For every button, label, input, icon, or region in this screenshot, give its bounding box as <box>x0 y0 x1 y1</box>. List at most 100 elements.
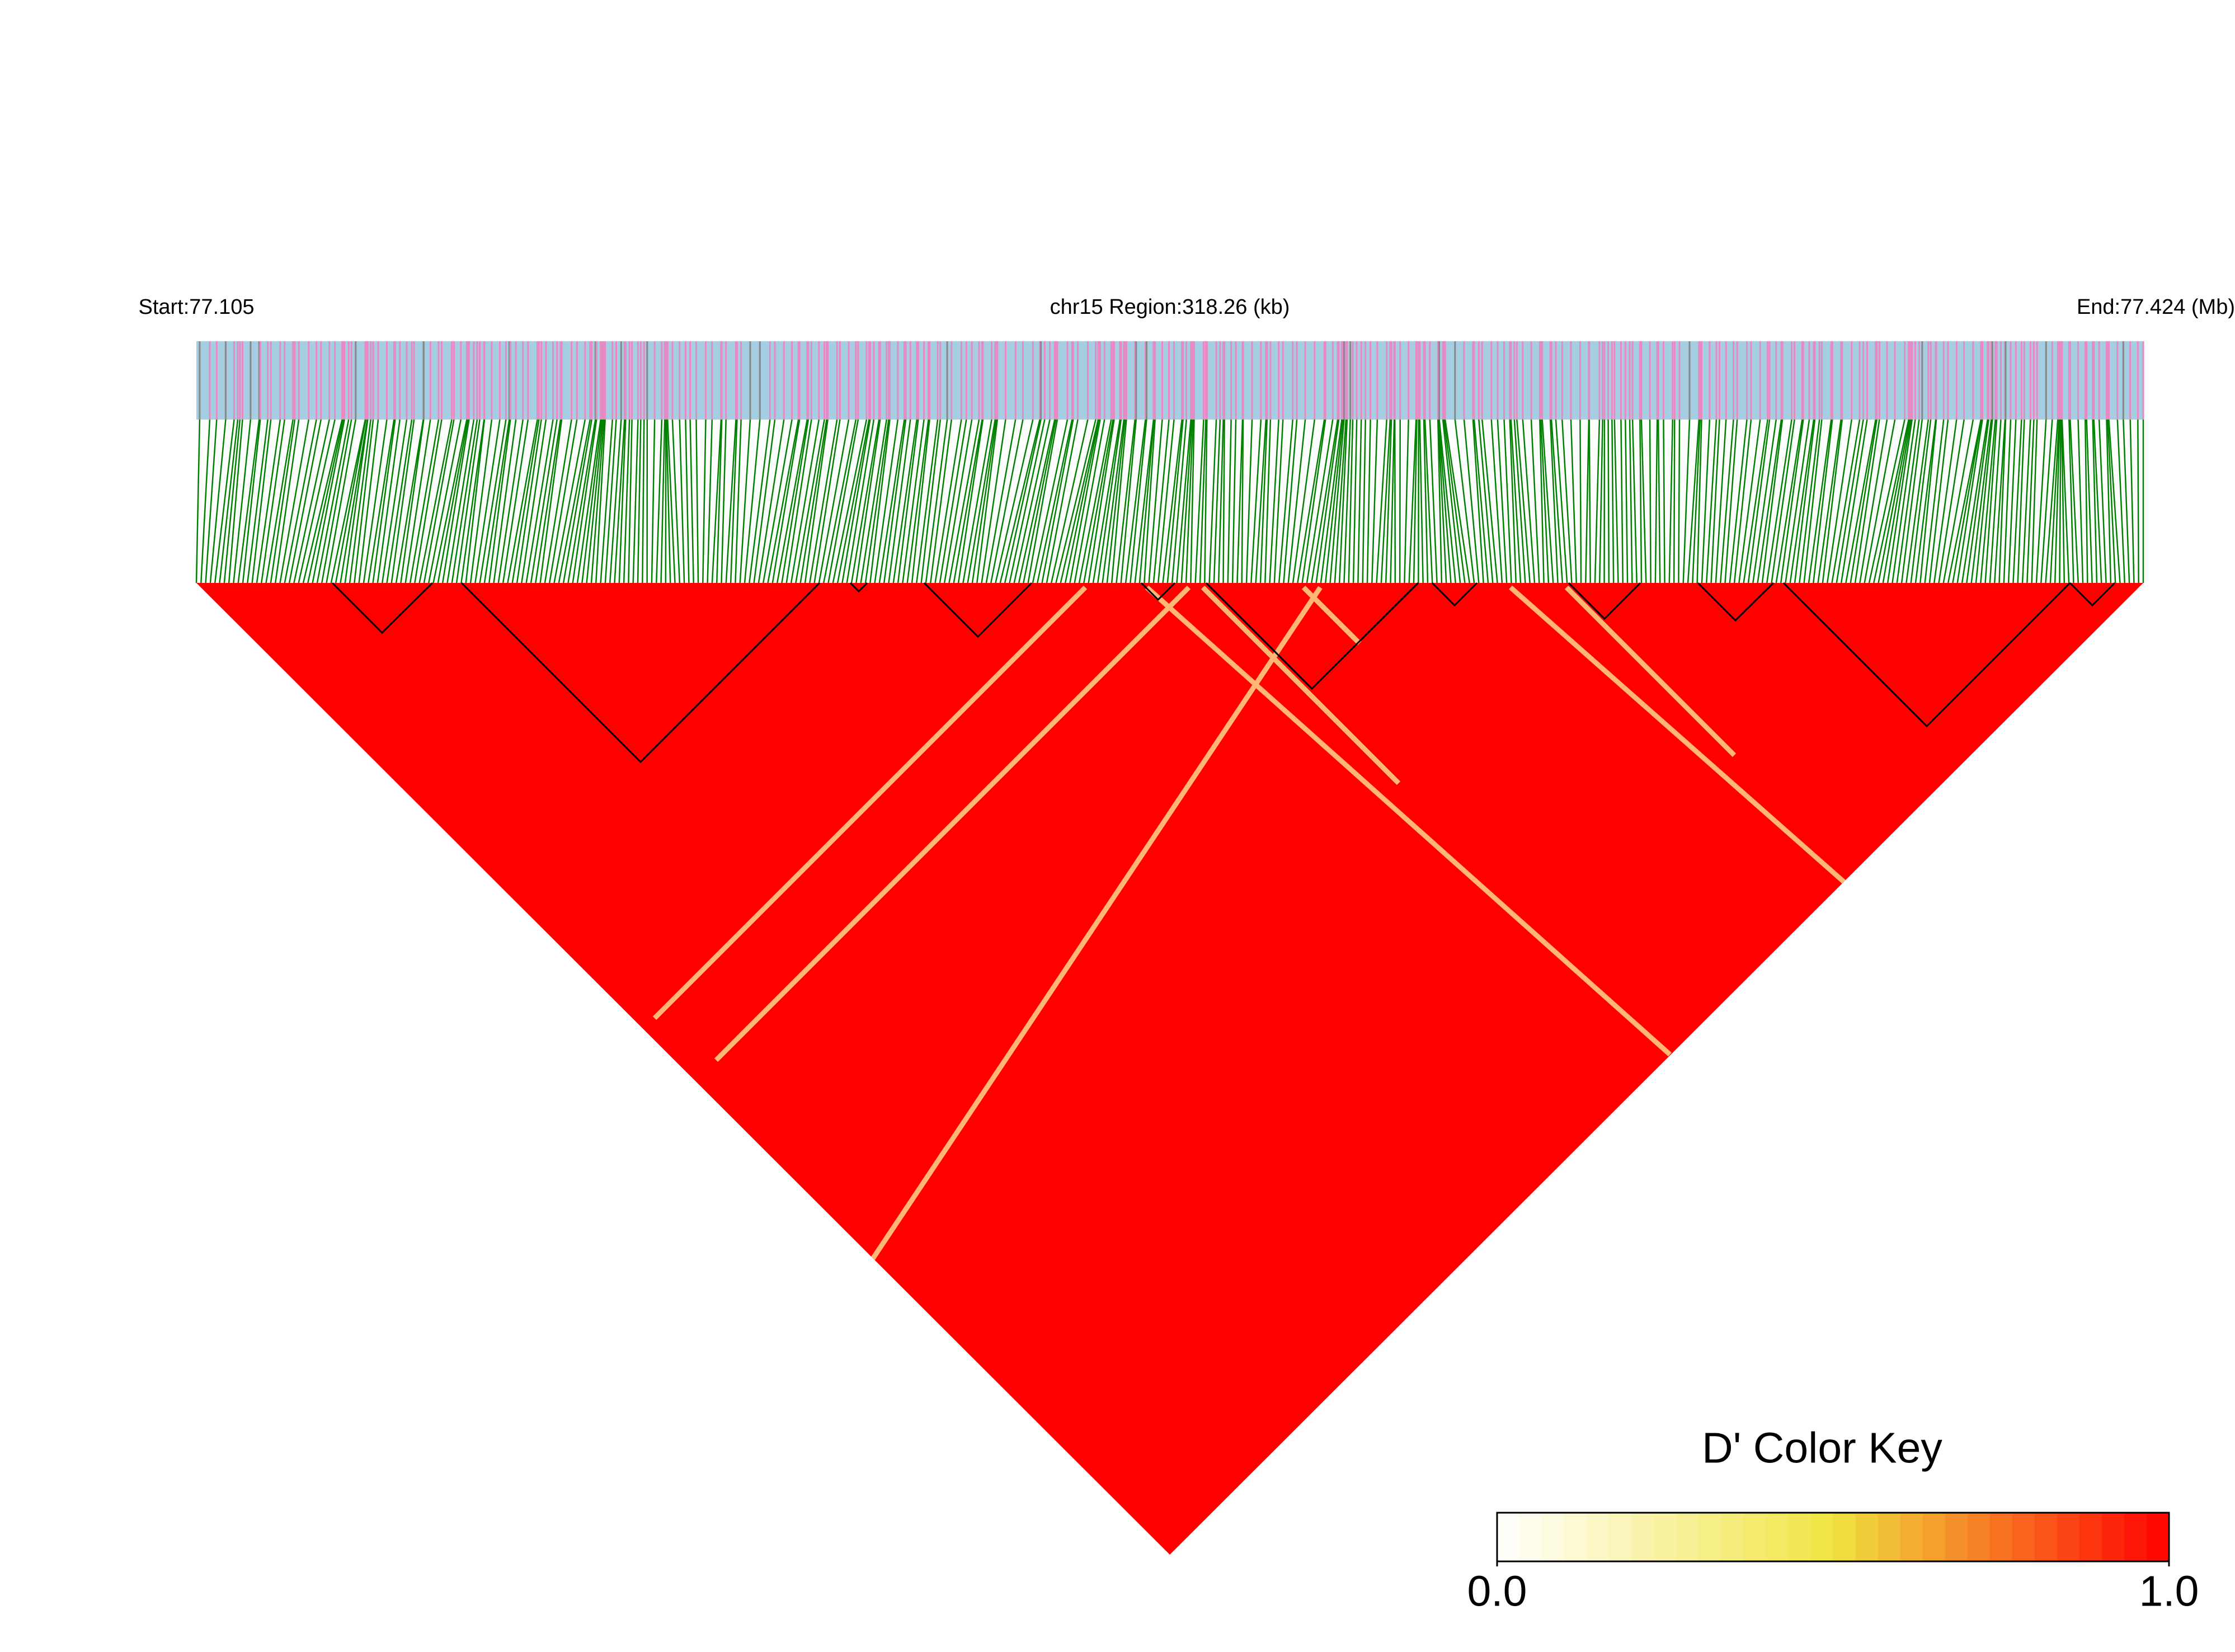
connector <box>432 419 468 583</box>
connector <box>2069 419 2079 583</box>
connector <box>1873 419 1909 583</box>
connector <box>372 419 396 583</box>
connector <box>1984 419 1998 583</box>
colorbar-cell <box>1497 1513 1520 1561</box>
colorbar-cell <box>1945 1513 1968 1561</box>
connector <box>2093 419 2102 583</box>
connector <box>195 419 201 583</box>
connector <box>1738 419 1761 583</box>
connector <box>1157 419 1175 583</box>
connector <box>1032 419 1069 583</box>
connector <box>270 419 296 583</box>
connector <box>1116 419 1136 583</box>
connector <box>1924 419 1945 583</box>
connector <box>261 419 285 583</box>
connector <box>284 419 317 583</box>
colorbar-cell <box>1654 1513 1677 1561</box>
connector <box>799 419 827 583</box>
connector <box>1217 419 1224 583</box>
connector <box>2061 419 2070 583</box>
block <box>1697 582 1775 622</box>
connector <box>1625 419 1629 583</box>
connector <box>1338 419 1348 583</box>
connector <box>1607 419 1610 583</box>
connector <box>368 419 395 583</box>
connector <box>953 419 983 583</box>
block <box>1568 582 1641 620</box>
connector <box>967 419 996 583</box>
connector <box>576 419 601 583</box>
connector <box>428 419 462 583</box>
connector <box>1555 419 1568 583</box>
connector <box>1004 419 1042 583</box>
connector <box>2021 419 2031 583</box>
connector <box>1404 419 1409 583</box>
connector <box>525 419 554 583</box>
connector <box>809 419 838 583</box>
connector <box>1561 419 1573 583</box>
connector <box>581 419 603 583</box>
block <box>1140 582 1176 601</box>
connector <box>1018 419 1056 583</box>
connector <box>209 419 227 583</box>
connector <box>1513 419 1526 583</box>
stripe <box>1301 585 1362 646</box>
connector <box>1041 419 1074 583</box>
connector <box>251 419 272 583</box>
connector <box>586 419 604 583</box>
connector <box>1570 419 1577 583</box>
stripe <box>652 585 1088 1020</box>
connector <box>1905 419 1930 583</box>
connector <box>1442 419 1461 583</box>
connector <box>976 419 999 583</box>
connector <box>1715 419 1727 583</box>
connector <box>590 419 605 583</box>
connector <box>1130 419 1147 583</box>
connector <box>716 419 723 583</box>
connector <box>1357 419 1362 583</box>
connector <box>553 419 586 583</box>
colorbar-cell <box>2012 1513 2035 1561</box>
connector <box>423 419 455 583</box>
connector <box>2045 419 2059 583</box>
connector <box>1320 419 1343 583</box>
connector <box>1719 419 1734 583</box>
connector <box>321 419 352 583</box>
connector <box>2086 419 2093 583</box>
connector <box>911 419 930 583</box>
connector <box>841 419 871 583</box>
connector <box>827 419 859 583</box>
colorbar-cell <box>1810 1513 1833 1561</box>
connector <box>725 419 737 583</box>
connector <box>763 419 793 583</box>
connector <box>632 419 639 583</box>
connector <box>1970 419 1992 583</box>
connector <box>223 419 241 583</box>
connector <box>2085 419 2088 583</box>
ld-blocks <box>331 582 2116 764</box>
connector <box>1639 419 1643 583</box>
connector <box>2129 419 2135 583</box>
connector <box>1928 419 1949 583</box>
connector <box>2040 419 2053 583</box>
connector <box>1701 419 1711 583</box>
connector <box>214 419 235 583</box>
connector <box>971 419 997 583</box>
connector <box>340 419 368 583</box>
colorbar-cell <box>1609 1513 1632 1561</box>
connector <box>521 419 547 583</box>
connector <box>1687 419 1700 583</box>
connector <box>1794 419 1816 583</box>
connector <box>1752 419 1777 583</box>
connector <box>1152 419 1170 583</box>
connector <box>771 419 801 583</box>
connector <box>228 419 243 583</box>
connector <box>1255 419 1267 583</box>
connector <box>1060 419 1099 583</box>
connector <box>1831 419 1861 583</box>
connector <box>1329 419 1345 583</box>
colorbar-cell <box>1788 1513 1811 1561</box>
connector <box>823 419 857 583</box>
connector <box>1009 419 1046 583</box>
connector <box>354 419 374 583</box>
